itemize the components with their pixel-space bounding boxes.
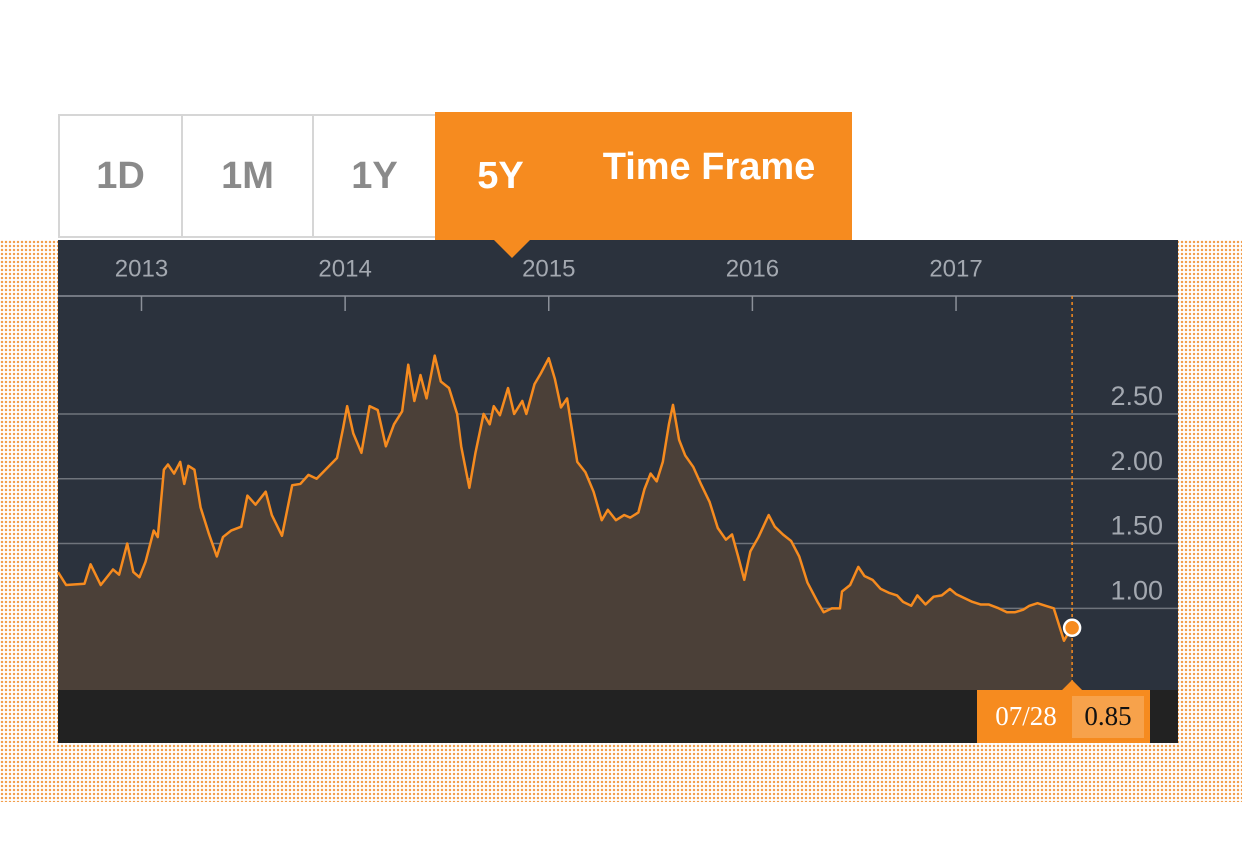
- highlight-point: [1062, 618, 1082, 638]
- y-tick-label: 1.00: [1110, 575, 1163, 605]
- y-tick-label: 2.00: [1110, 446, 1163, 476]
- x-tick-label: 2015: [522, 255, 575, 282]
- line: [56, 354, 1074, 642]
- tab-pointer: [494, 240, 530, 258]
- tab-5y[interactable]: 5Y: [435, 112, 566, 240]
- tooltip-value: 0.85: [1084, 701, 1131, 731]
- x-tick-label: 2014: [318, 255, 371, 282]
- y-tick-label: 2.50: [1110, 381, 1163, 411]
- tooltip-value-box: [1072, 696, 1144, 738]
- x-tick-label: 2013: [115, 255, 168, 282]
- time-frame-label: Time Frame: [566, 112, 852, 240]
- y-tick-label: 1.50: [1110, 511, 1163, 541]
- x-tick-label: 2016: [726, 255, 779, 282]
- tooltip-date: 07/28: [995, 701, 1057, 731]
- tab-1d[interactable]: 1D: [58, 114, 183, 238]
- area: [58, 355, 1073, 690]
- x-tick-label: 2017: [929, 255, 982, 282]
- tooltip-pointer: [1062, 680, 1083, 690]
- tab-1y[interactable]: 1Y: [312, 114, 437, 238]
